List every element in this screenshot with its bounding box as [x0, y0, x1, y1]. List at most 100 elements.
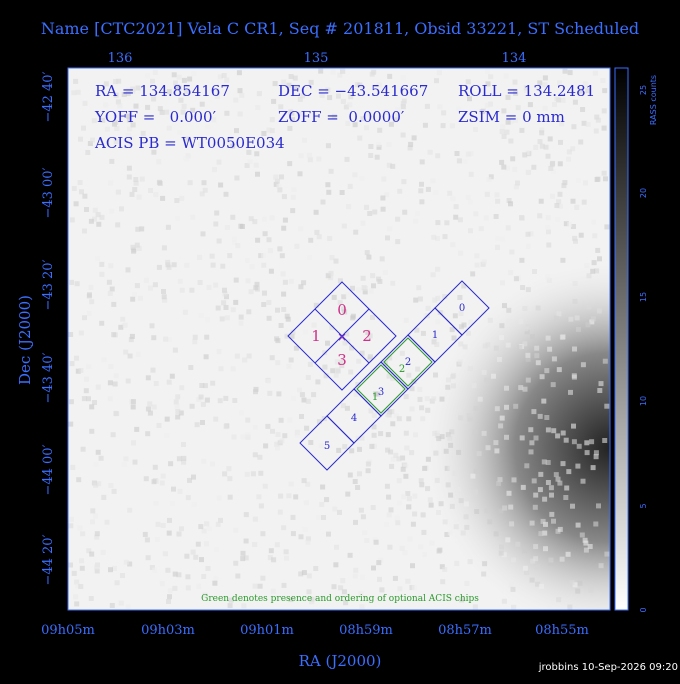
noise — [283, 549, 289, 555]
noise — [298, 226, 304, 232]
noise — [580, 478, 586, 484]
noise — [586, 304, 592, 310]
noise — [252, 219, 258, 225]
noise — [406, 416, 412, 422]
noise — [501, 552, 507, 558]
noise — [285, 316, 291, 322]
noise — [545, 427, 551, 433]
noise — [325, 340, 330, 346]
noise — [387, 355, 393, 361]
noise — [256, 91, 262, 97]
noise — [113, 119, 119, 125]
noise — [222, 471, 228, 477]
noise — [166, 89, 172, 95]
noise — [238, 314, 244, 320]
noise — [422, 465, 428, 471]
noise — [369, 443, 375, 449]
noise — [329, 325, 335, 331]
noise — [385, 447, 391, 453]
noise — [160, 473, 166, 479]
noise — [275, 432, 281, 437]
noise — [515, 105, 521, 111]
noise — [357, 471, 362, 477]
noise — [457, 359, 463, 365]
noise — [545, 215, 551, 221]
noise — [267, 248, 273, 254]
noise — [420, 416, 426, 422]
noise — [262, 483, 268, 489]
noise — [484, 508, 490, 514]
noise — [400, 101, 406, 106]
noise — [460, 530, 466, 536]
noise — [501, 598, 507, 604]
noise — [256, 494, 262, 500]
noise — [68, 332, 74, 337]
noise — [161, 294, 167, 300]
noise — [73, 594, 79, 600]
noise — [458, 310, 464, 316]
noise — [370, 273, 376, 279]
noise — [99, 320, 105, 326]
noise — [244, 471, 250, 477]
noise — [392, 575, 398, 581]
noise — [353, 229, 359, 235]
footer: jrobbins 10-Sep-2026 09:20 — [538, 662, 678, 673]
noise — [397, 188, 403, 194]
noise — [293, 345, 299, 351]
bottom-tick-label: 08h55m — [535, 623, 589, 638]
noise — [226, 466, 232, 472]
noise — [159, 581, 165, 587]
noise — [458, 341, 464, 347]
noise — [289, 333, 295, 339]
noise — [579, 532, 585, 538]
noise — [493, 440, 499, 446]
noise — [130, 88, 136, 94]
noise — [435, 266, 441, 272]
noise — [238, 320, 244, 326]
noise — [360, 275, 366, 281]
noise — [604, 551, 610, 557]
noise — [579, 88, 584, 94]
noise — [539, 127, 545, 133]
noise — [486, 177, 492, 182]
noise — [542, 105, 548, 111]
aimpoint: × — [337, 330, 347, 344]
noise — [387, 73, 393, 79]
noise — [562, 180, 568, 186]
noise — [337, 300, 343, 306]
noise — [436, 510, 441, 515]
noise — [432, 430, 438, 436]
noise — [83, 388, 89, 394]
noise — [174, 198, 180, 203]
noise — [166, 264, 172, 270]
noise — [413, 218, 419, 224]
noise — [343, 600, 349, 606]
noise — [411, 135, 417, 141]
noise — [258, 253, 264, 259]
noise — [411, 378, 417, 384]
noise — [172, 585, 178, 591]
noise — [504, 129, 510, 135]
noise — [331, 113, 337, 119]
noise — [538, 198, 544, 204]
noise — [518, 319, 524, 324]
hrc-label: 0 — [337, 301, 347, 319]
noise — [392, 117, 398, 123]
noise — [483, 215, 489, 221]
noise — [465, 79, 471, 85]
noise — [601, 170, 607, 176]
noise — [562, 68, 568, 74]
noise — [546, 242, 552, 248]
noise — [415, 366, 421, 372]
noise — [327, 95, 333, 101]
noise — [291, 395, 297, 401]
noise — [127, 561, 133, 567]
noise — [201, 528, 207, 534]
noise — [118, 324, 124, 330]
noise — [224, 110, 230, 116]
noise — [364, 125, 370, 131]
noise — [461, 322, 467, 328]
noise — [325, 182, 331, 188]
noise — [95, 255, 101, 261]
noise — [96, 481, 102, 487]
